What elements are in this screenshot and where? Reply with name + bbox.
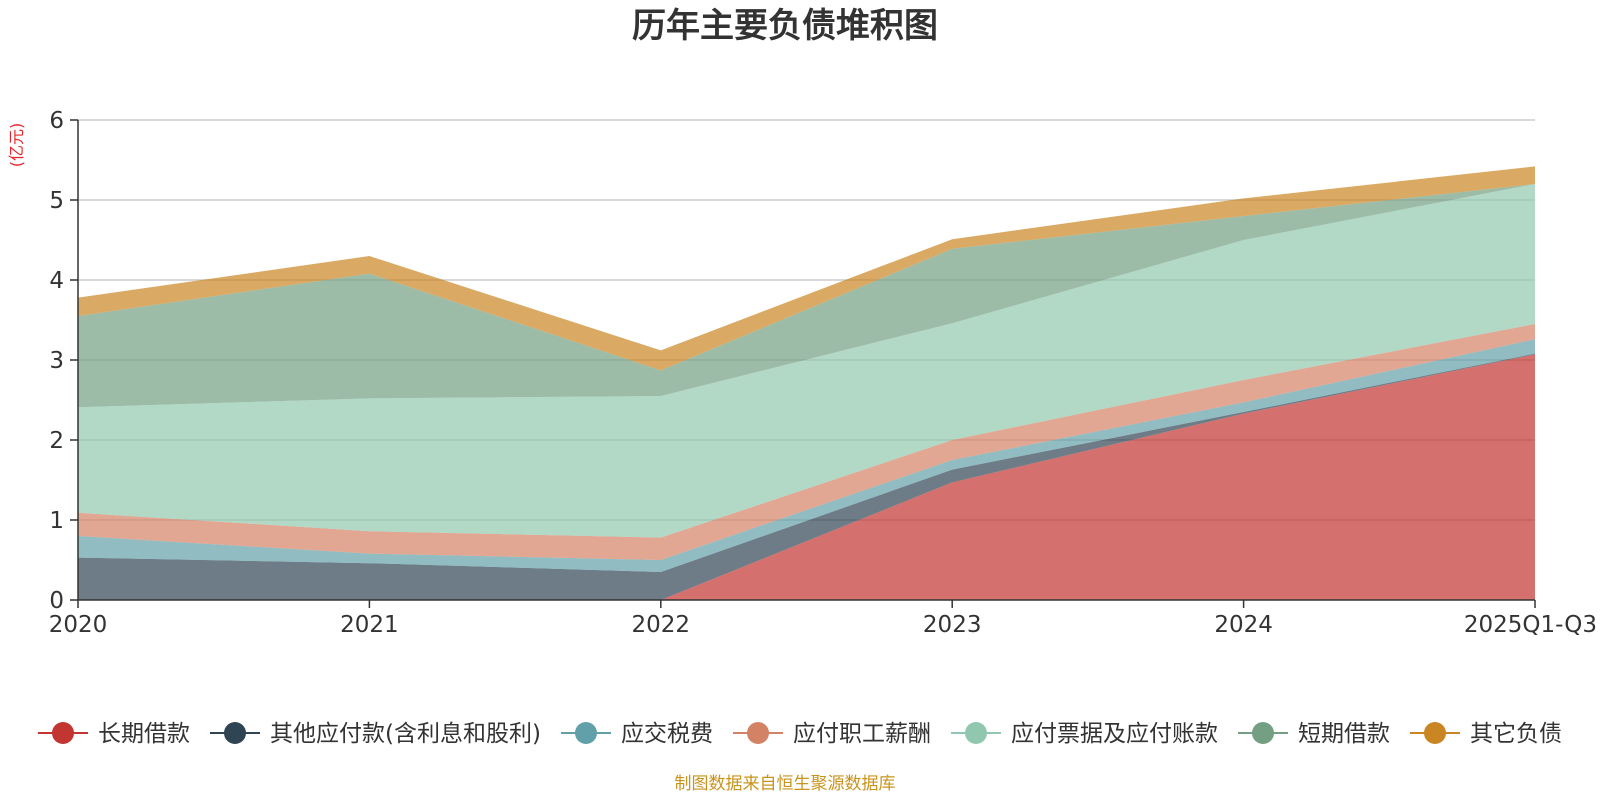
legend-item-3[interactable]: 应付职工薪酬 (733, 721, 931, 747)
x-tick-label: 2024 (1214, 612, 1273, 638)
y-tick-label: 5 (49, 188, 64, 214)
legend-label: 应付职工薪酬 (793, 721, 931, 747)
legend-label: 应付票据及应付账款 (1011, 721, 1218, 747)
area-series-4 (78, 184, 1535, 538)
y-tick-label: 2 (49, 428, 64, 454)
x-tick-label: 2023 (923, 612, 982, 638)
legend-circle-marker (1424, 722, 1446, 744)
legend-item-1[interactable]: 其他应付款(含利息和股利) (210, 721, 541, 747)
legend-item-2[interactable]: 应交税费 (561, 721, 713, 747)
legend-item-0[interactable]: 长期借款 (38, 721, 190, 747)
data-source-note: 制图数据来自恒生聚源数据库 (675, 774, 896, 794)
area-series-0 (78, 354, 1535, 600)
y-tick-label: 3 (49, 348, 64, 374)
legend-label: 短期借款 (1298, 721, 1390, 747)
legend-label: 其它负债 (1470, 721, 1562, 747)
area-series-6 (78, 166, 1535, 371)
legend-circle-marker (965, 722, 987, 744)
legend-item-5[interactable]: 短期借款 (1238, 721, 1390, 747)
x-tick-label: 2021 (340, 612, 399, 638)
legend-circle-marker (1252, 722, 1274, 744)
y-tick-label: 1 (49, 508, 64, 534)
x-tick-label: 2022 (632, 612, 691, 638)
area-series-2 (78, 339, 1535, 572)
axes: 0 1 2 3 4 5 6 2020 2021 2022 2023 2024 2025Q1-Q3 (49, 108, 1597, 638)
y-axis-unit-label: (亿元) (7, 123, 26, 168)
legend-circle-marker (747, 722, 769, 744)
legend[interactable]: 长期借款 其他应付款(含利息和股利) 应交税费 应付职工薪酬 应付票据及应付账款 短期借款… (38, 721, 1562, 747)
area-series-5 (78, 184, 1535, 408)
legend-item-4[interactable]: 应付票据及应付账款 (951, 721, 1218, 747)
legend-circle-marker (224, 722, 246, 744)
legend-circle-marker (52, 722, 74, 744)
legend-item-6[interactable]: 其它负债 (1410, 721, 1562, 747)
y-tick-label: 6 (49, 108, 64, 134)
legend-label: 长期借款 (98, 721, 190, 747)
area-series-3 (78, 324, 1535, 560)
x-tick-label: 2025Q1-Q3 (1464, 612, 1597, 638)
area-series-group (78, 166, 1535, 600)
chart-title: 历年主要负债堆积图 (632, 6, 938, 46)
area-series-1 (78, 353, 1535, 600)
y-tick-label: 4 (49, 268, 64, 294)
x-tick-label: 2020 (49, 612, 108, 638)
y-tick-label: 0 (49, 588, 64, 614)
legend-label: 其他应付款(含利息和股利) (270, 721, 541, 747)
legend-label: 应交税费 (621, 721, 713, 747)
legend-circle-marker (575, 722, 597, 744)
